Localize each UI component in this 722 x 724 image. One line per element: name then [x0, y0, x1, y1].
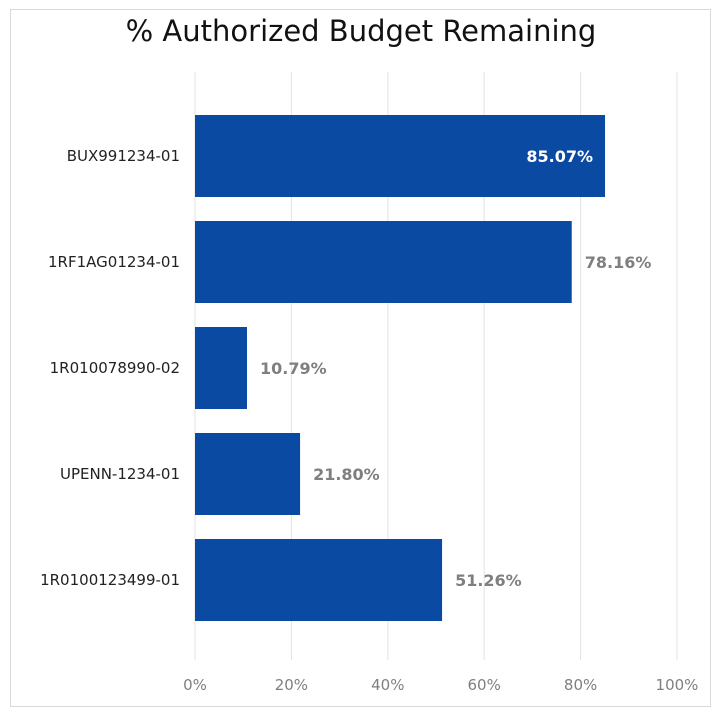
bar	[195, 221, 572, 303]
bar	[195, 433, 301, 515]
x-tick-label: 0%	[183, 676, 207, 694]
x-tick-label: 20%	[275, 676, 308, 694]
data-label: 85.07%	[526, 147, 593, 166]
category-label: 1R0100123499-01	[40, 571, 180, 589]
data-label: 10.79%	[260, 359, 327, 378]
x-tick-label: 100%	[656, 676, 699, 694]
chart-title: % Authorized Budget Remaining	[125, 14, 597, 48]
category-label: 1RF1AG01234-01	[48, 253, 180, 271]
x-tick-label: 60%	[468, 676, 501, 694]
category-label: 1R010078990-02	[50, 359, 180, 377]
data-label: 21.80%	[313, 465, 380, 484]
data-label: 78.16%	[585, 253, 652, 272]
category-label: UPENN-1234-01	[60, 465, 180, 483]
x-tick-label: 40%	[371, 676, 404, 694]
bar	[195, 115, 606, 197]
bar	[195, 539, 443, 621]
data-label: 51.26%	[455, 571, 522, 590]
category-label: BUX991234-01	[67, 147, 180, 165]
x-tick-label: 80%	[564, 676, 597, 694]
bar	[195, 327, 248, 409]
